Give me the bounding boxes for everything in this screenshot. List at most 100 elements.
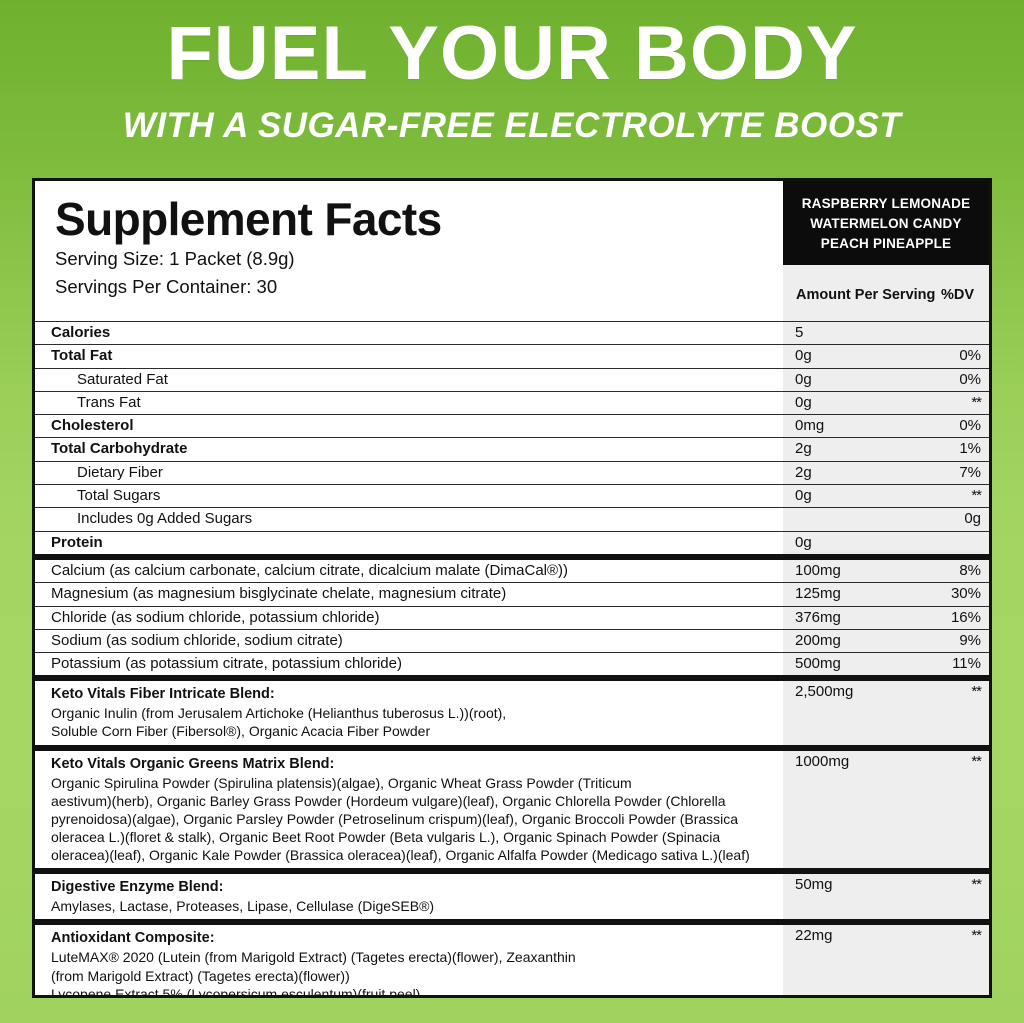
page-title: Supplement Facts (55, 193, 442, 245)
blend-title: Keto Vitals Fiber Intricate Blend: (51, 686, 275, 703)
table-row: Total Carbohydrate 2g 1% (35, 437, 989, 460)
row-amount-cell: 5 (783, 321, 989, 344)
blend-title: Antioxidant Composite: (51, 930, 215, 947)
row-label: Total Sugars (77, 487, 161, 505)
blend-ingredients: LuteMAX® 2020 (Lutein (from Marigold Ext… (51, 948, 777, 998)
row-label-cell: Includes 0g Added Sugars (35, 507, 783, 530)
table-row: Saturated Fat 0g 0% (35, 367, 989, 391)
row-amount: 2g (795, 463, 812, 481)
blend-amount: 1000mg (795, 752, 850, 770)
row-amount-cell: 0g ** (783, 484, 989, 507)
row-label-cell: Protein (35, 530, 783, 554)
row-amount-cell: 100mg 8% (783, 553, 989, 582)
row-label: Trans Fat (77, 393, 141, 411)
row-amount: 0g (795, 347, 812, 365)
table-row: Calories 5 (35, 321, 989, 344)
row-amount-cell: 376mg 16% (783, 605, 989, 629)
blend-amount: 50mg (795, 876, 833, 894)
row-amount: 0g (795, 487, 812, 505)
blend-ingredient-line: Lycopene Extract 5% (Lycopersicum escule… (51, 985, 421, 998)
row-label: Includes 0g Added Sugars (77, 510, 253, 528)
flavor-item-0: RASPBERRY LEMONADE (801, 195, 971, 211)
serving-size-text: Serving Size: 1 Packet (8.9g) (55, 248, 295, 270)
row-dv: 0% (959, 417, 981, 435)
amount-column-header: Amount Per Serving %DV (784, 287, 980, 303)
row-amount-cell: 0g (783, 530, 989, 554)
blend-amount: 22mg (795, 927, 833, 945)
table-row: Potassium (as potassium citrate, potassi… (35, 652, 989, 675)
blend-dv: ** (971, 752, 982, 770)
panel-content: Supplement Facts Serving Size: 1 Packet … (35, 181, 989, 998)
blend-row: Keto Vitals Fiber Intricate Blend: Organ… (35, 675, 989, 744)
table-row: Dietary Fiber 2g 7% (35, 460, 989, 484)
row-label-cell: Total Fat (35, 344, 783, 367)
nutrition-table: Calories 5 Total Fat 0g 0% (35, 321, 989, 998)
row-label: Magnesium (as magnesium bisglycinate che… (51, 585, 507, 603)
blend-title: Digestive Enzyme Blend: (51, 879, 224, 896)
row-amount: 5 (795, 324, 804, 341)
row-amount-cell: 0g ** (783, 390, 989, 414)
blend-label-cell: Antioxidant Composite: LuteMAX® 2020 (Lu… (35, 919, 783, 998)
row-label: Dietary Fiber (77, 463, 163, 481)
row-amount-cell: 125mg 30% (783, 582, 989, 605)
row-label-cell: Magnesium (as magnesium bisglycinate che… (35, 582, 783, 605)
row-label: Protein (51, 533, 103, 551)
row-amount: 2g (795, 440, 812, 458)
row-amount: 100mg (795, 561, 841, 579)
row-dv: 30% (950, 585, 981, 603)
table-row: Total Sugars 0g ** (35, 484, 989, 507)
blend-row: Keto Vitals Organic Greens Matrix Blend:… (35, 744, 989, 869)
row-amount: 0g (795, 393, 812, 411)
row-label: Chloride (as sodium chloride, potassium … (51, 608, 380, 626)
row-amount: 0g (795, 533, 812, 551)
blend-amount-cell: 1000mg ** (783, 744, 989, 869)
blend-ingredient-line: Amylases, Lactase, Proteases, Lipase, Ce… (51, 898, 435, 915)
row-label: Potassium (as potassium citrate, potassi… (51, 655, 402, 673)
blend-label-cell: Keto Vitals Fiber Intricate Blend: Organ… (35, 675, 783, 744)
blend-ingredients: Amylases, Lactase, Proteases, Lipase, Ce… (51, 897, 777, 919)
row-label-cell: Cholesterol (35, 414, 783, 437)
blend-ingredient-line: Soluble Corn Fiber (Fibersol®), Organic … (51, 723, 431, 740)
row-amount-cell: 0g 0% (783, 344, 989, 367)
row-amount-cell: 0g 0% (783, 367, 989, 391)
blend-row: Digestive Enzyme Blend: Amylases, Lactas… (35, 868, 989, 919)
blend-amount-cell: 50mg ** (783, 868, 989, 919)
blend-ingredients: Organic Inulin (from Jerusalem Artichoke… (51, 704, 777, 744)
blend-amount-cell: 2,500mg ** (783, 675, 989, 744)
table-row: Protein 0g (35, 530, 989, 554)
table-row: Total Fat 0g 0% (35, 344, 989, 367)
row-label-cell: Sodium (as sodium chloride, sodium citra… (35, 628, 783, 652)
table-row: Calcium (as calcium carbonate, calcium c… (35, 553, 989, 582)
row-label-cell: Chloride (as sodium chloride, potassium … (35, 605, 783, 629)
row-dv: 1% (959, 440, 981, 458)
row-dv: ** (971, 393, 982, 411)
row-amount-cell: 0mg 0% (783, 414, 989, 437)
row-amount-cell: 2g 1% (783, 437, 989, 460)
row-amount: 0mg (795, 417, 825, 435)
banner-headline: FUEL YOUR BODY (166, 11, 858, 96)
flavor-item-2: PEACH PINEAPPLE (820, 235, 952, 251)
blend-ingredient-line: Organic Spirulina Powder (Spirulina plat… (51, 774, 632, 791)
row-amount-cell: 0g (783, 507, 989, 530)
blend-dv: ** (971, 927, 982, 945)
row-dv: ** (971, 487, 982, 505)
row-label-cell: Trans Fat (35, 390, 783, 414)
row-dv: 9% (959, 631, 981, 649)
row-dv: 11% (952, 655, 981, 673)
blend-ingredient-line: Organic Inulin (from Jerusalem Artichoke… (51, 705, 507, 722)
amount-column-background (783, 181, 989, 995)
row-amount-cell: 200mg 9% (783, 628, 989, 652)
row-amount: 200mg (795, 631, 841, 649)
table-row: Magnesium (as magnesium bisglycinate che… (35, 582, 989, 605)
row-label-cell: Calories (35, 321, 783, 344)
banner-subheadline: WITH A SUGAR-FREE ELECTROLYTE BOOST (122, 106, 902, 145)
flavor-list-box: RASPBERRY LEMONADE WATERMELON CANDY PEAC… (783, 181, 989, 265)
dv-label: %DV (940, 287, 974, 303)
table-row: Trans Fat 0g ** (35, 390, 989, 414)
panel-header: Supplement Facts Serving Size: 1 Packet … (35, 181, 989, 321)
blend-amount-cell: 22mg ** (783, 919, 989, 995)
blend-amount: 2,500mg (795, 683, 854, 701)
supplement-facts-panel: RASPBERRY LEMONADE WATERMELON CANDY PEAC… (32, 178, 992, 998)
blend-ingredient-line: pyrenoidosa)(algae), Organic Parsley Pow… (51, 810, 739, 827)
row-label: Calories (51, 324, 111, 341)
